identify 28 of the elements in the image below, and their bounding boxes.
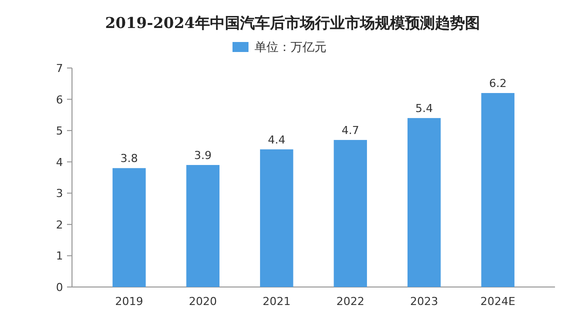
x-tick-label: 2020 [188, 295, 217, 308]
y-tick-label: 1 [56, 250, 63, 263]
legend-label: 单位：万亿元 [254, 40, 326, 54]
data-label: 3.8 [120, 152, 138, 166]
data-label: 5.4 [415, 102, 433, 116]
x-tick-label: 2023 [410, 295, 438, 308]
y-tick-label: 4 [56, 156, 63, 169]
x-tick-label: 2021 [262, 295, 291, 308]
bar [112, 168, 146, 287]
y-tick-label: 7 [56, 62, 63, 75]
y-tick-label: 5 [56, 124, 63, 138]
y-tick-label: 3 [56, 187, 63, 200]
data-label: 6.2 [489, 77, 507, 90]
x-tick-label: 2022 [336, 295, 364, 308]
data-label: 4.4 [268, 133, 286, 146]
y-tick-label: 0 [56, 281, 63, 294]
x-tick-label: 2024E [480, 295, 516, 308]
chart-title: 2019-2024年中国汽车后市场行业市场规模预测趋势图 [105, 14, 480, 32]
bar [408, 118, 441, 287]
bar [186, 164, 220, 287]
x-tick-label: 2019 [115, 295, 144, 308]
y-tick-label: 2 [56, 218, 63, 232]
bar [260, 149, 294, 287]
y-tick-label: 6 [56, 93, 63, 106]
bar [334, 140, 367, 287]
data-label: 3.9 [194, 148, 212, 162]
bar [481, 93, 514, 287]
data-label: 4.7 [342, 124, 360, 137]
